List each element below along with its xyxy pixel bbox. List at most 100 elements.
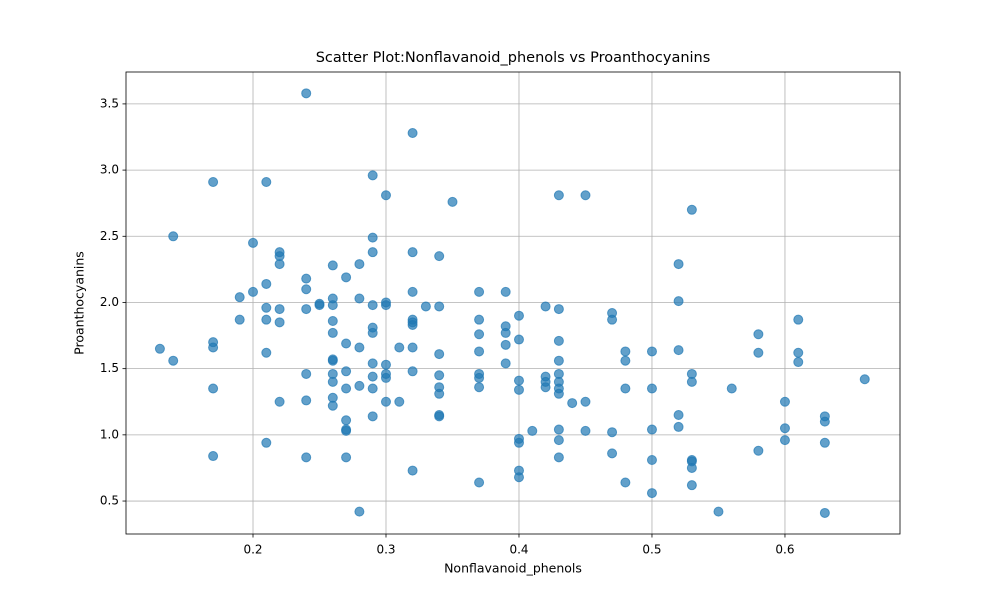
point: [301, 452, 312, 463]
point: [208, 342, 219, 353]
point: [646, 488, 657, 499]
point: [553, 424, 564, 435]
point: [553, 190, 564, 201]
point: [553, 335, 564, 346]
point: [646, 455, 657, 466]
point: [793, 357, 804, 368]
point: [261, 302, 272, 313]
point: [673, 296, 684, 307]
point: [580, 190, 591, 201]
point: [673, 409, 684, 420]
point: [753, 347, 764, 358]
point: [341, 452, 352, 463]
point: [354, 259, 365, 270]
point: [646, 383, 657, 394]
x-tick-label: 0.6: [775, 543, 794, 557]
point: [274, 304, 285, 315]
point: [474, 382, 485, 393]
point: [367, 170, 378, 181]
point: [327, 327, 338, 338]
point: [620, 346, 631, 357]
point: [500, 327, 511, 338]
point: [540, 382, 551, 393]
point: [354, 293, 365, 304]
point: [354, 506, 365, 517]
point: [341, 383, 352, 394]
point: [407, 128, 418, 139]
point: [261, 177, 272, 188]
point: [301, 273, 312, 284]
point: [686, 462, 697, 473]
point: [301, 395, 312, 406]
point: [620, 383, 631, 394]
point: [367, 371, 378, 382]
point: [673, 259, 684, 270]
point: [513, 334, 524, 345]
point: [367, 232, 378, 243]
point: [367, 247, 378, 258]
y-tick-label: 1.0: [100, 427, 119, 441]
chart-title: Scatter Plot:Nonflavanoid_phenols vs Pro…: [316, 50, 711, 66]
x-axis-label: Nonflavanoid_phenols: [444, 561, 582, 576]
y-tick-label: 2.5: [100, 229, 119, 243]
point: [407, 319, 418, 330]
y-axis-label: Proanthocyanins: [72, 251, 87, 355]
point: [407, 247, 418, 258]
point: [367, 300, 378, 311]
x-tick-label: 0.2: [243, 543, 262, 557]
point: [646, 424, 657, 435]
y-tick-label: 2.0: [100, 295, 119, 309]
point: [793, 347, 804, 358]
point: [474, 286, 485, 297]
point: [793, 314, 804, 325]
point: [779, 423, 790, 434]
point: [859, 374, 870, 385]
point: [380, 190, 391, 201]
point: [726, 383, 737, 394]
point: [567, 398, 578, 409]
point: [274, 317, 285, 328]
point: [713, 506, 724, 517]
point: [513, 384, 524, 395]
point: [234, 292, 245, 303]
point: [261, 347, 272, 358]
point: [248, 286, 259, 297]
point: [367, 327, 378, 338]
x-tick-label: 0.5: [642, 543, 661, 557]
x-tick-label: 0.3: [376, 543, 395, 557]
point: [540, 301, 551, 312]
point: [779, 396, 790, 407]
point: [341, 425, 352, 436]
point: [407, 366, 418, 377]
point: [474, 346, 485, 357]
point: [474, 314, 485, 325]
point: [513, 472, 524, 483]
point: [380, 372, 391, 383]
point: [327, 300, 338, 311]
point: [620, 355, 631, 366]
point: [208, 383, 219, 394]
point: [380, 300, 391, 311]
point: [367, 411, 378, 422]
point: [248, 237, 259, 248]
point: [447, 196, 458, 207]
point: [341, 338, 352, 349]
point: [500, 358, 511, 369]
point: [154, 343, 165, 354]
point: [394, 396, 405, 407]
point: [208, 451, 219, 462]
point: [314, 298, 325, 309]
point: [354, 342, 365, 353]
point: [301, 284, 312, 295]
point: [527, 425, 538, 436]
point: [327, 316, 338, 327]
point: [580, 396, 591, 407]
point: [367, 358, 378, 369]
point: [341, 415, 352, 426]
point: [434, 349, 445, 360]
y-tick-label: 3.0: [100, 163, 119, 177]
point: [553, 452, 564, 463]
point: [354, 380, 365, 391]
point: [168, 355, 179, 366]
